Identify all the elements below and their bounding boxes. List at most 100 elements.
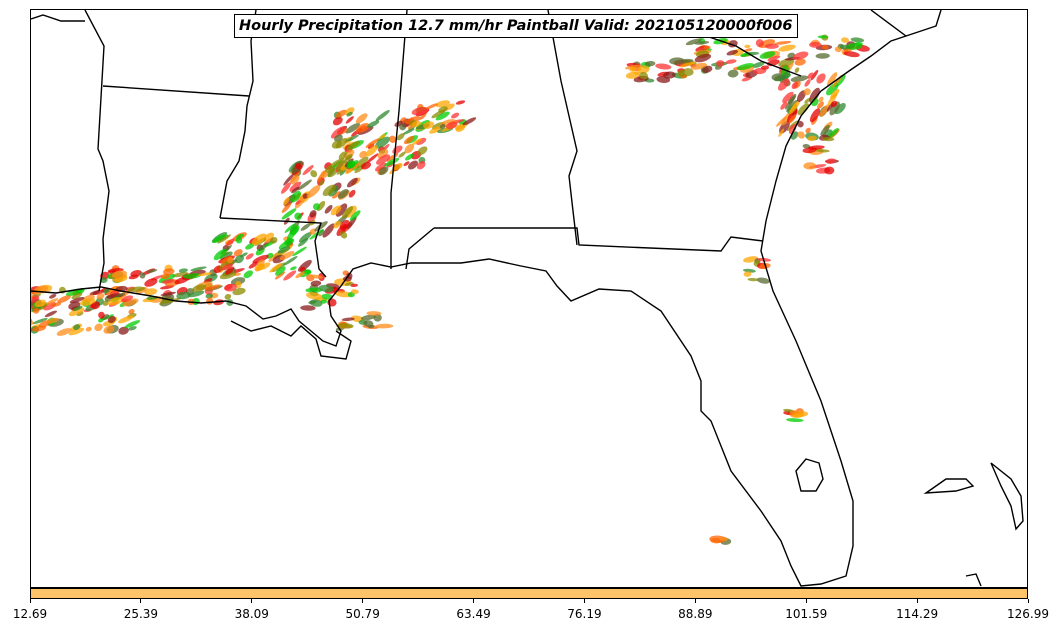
precip-blob <box>816 73 826 84</box>
precip-blob <box>56 328 72 336</box>
precip-blob <box>268 250 282 262</box>
precip-blob <box>318 284 335 293</box>
precip-blob <box>796 90 806 102</box>
precip-blob <box>335 109 347 118</box>
precip-blob <box>764 43 779 49</box>
precip-blob <box>639 72 648 80</box>
precip-blob <box>118 326 129 335</box>
precip-blob <box>69 296 85 304</box>
precip-blob <box>756 277 770 284</box>
precip-blob <box>277 246 291 254</box>
state-border-ms-river <box>219 10 257 219</box>
precip-blob <box>416 161 426 170</box>
precip-blob <box>330 205 342 216</box>
precip-blob <box>322 184 336 197</box>
precip-blob <box>309 274 323 279</box>
precip-blob <box>802 143 811 149</box>
colorbar-tick <box>805 599 807 603</box>
precip-blob <box>703 45 711 50</box>
colorbar-tick-label: 38.09 <box>234 607 269 621</box>
precip-blob <box>128 326 137 331</box>
precip-blob <box>122 298 139 307</box>
precip-blob <box>355 113 368 124</box>
precip-blob <box>784 95 796 110</box>
precip-blob <box>725 59 737 64</box>
precip-blob <box>794 58 806 66</box>
gulf-coastline <box>31 35 907 587</box>
precip-blob <box>743 256 759 263</box>
precip-blob <box>455 124 466 132</box>
precip-blob <box>98 317 104 323</box>
precip-blob <box>320 170 329 179</box>
precip-blob <box>818 96 824 103</box>
precip-blob <box>281 182 291 194</box>
precip-blob <box>281 202 292 213</box>
precip-blob <box>318 229 325 237</box>
precip-blob <box>644 60 656 67</box>
precip-blob <box>774 40 792 45</box>
precip-blob <box>345 116 354 124</box>
colorbar-tick-label: 25.39 <box>123 607 159 621</box>
precip-blob <box>107 270 116 274</box>
precip-blob <box>834 46 842 53</box>
precip-blob <box>408 160 418 170</box>
precip-blob <box>292 246 307 257</box>
precip-blob <box>405 153 415 161</box>
precip-blob <box>778 44 796 52</box>
precip-blob <box>341 317 355 322</box>
precip-blob <box>96 293 105 300</box>
precip-blob <box>146 269 158 273</box>
precip-blob <box>462 117 477 126</box>
precip-blob <box>694 53 712 63</box>
precip-blob <box>98 311 105 319</box>
precip-blob <box>144 288 158 296</box>
precip-blob <box>841 37 849 43</box>
precip-blob <box>213 248 227 261</box>
precip-blob <box>786 418 804 423</box>
precip-blob <box>726 49 739 56</box>
precip-blob <box>788 124 797 134</box>
colorbar-tick <box>29 599 31 603</box>
precip-blob <box>269 262 283 273</box>
precip-blob <box>243 270 254 279</box>
precip-blob <box>124 320 141 329</box>
precip-blob <box>776 116 787 127</box>
precip-blob <box>438 106 448 113</box>
precip-blob <box>399 123 407 131</box>
precip-blob <box>780 101 788 110</box>
precip-blob <box>389 135 397 143</box>
precip-blob <box>283 270 297 281</box>
precip-blob <box>306 185 321 198</box>
precip-blob <box>398 151 406 158</box>
precip-blob <box>298 231 313 243</box>
precip-blob <box>115 292 126 298</box>
precip-blob <box>425 103 439 110</box>
precip-blob <box>803 162 817 170</box>
precip-blob <box>743 271 752 277</box>
precipitation-blobs <box>31 34 870 545</box>
colorbar-tick-label: 63.49 <box>456 607 491 621</box>
precip-blob <box>121 295 133 303</box>
precip-blob <box>747 277 759 282</box>
precip-blob <box>386 153 399 162</box>
precip-blob <box>212 234 229 243</box>
colorbar-tick-label: 101.59 <box>785 607 828 621</box>
precip-blob <box>629 66 637 72</box>
precip-blob <box>290 190 302 203</box>
lake-okeechobee <box>795 458 824 492</box>
precip-blob <box>455 100 466 105</box>
precip-blob <box>446 121 458 130</box>
colorbar-tick <box>1027 599 1029 603</box>
precip-blob <box>283 255 298 266</box>
precip-blob <box>396 133 405 141</box>
precip-blob <box>822 136 835 142</box>
precip-blob <box>160 291 176 296</box>
precip-blob <box>309 210 317 218</box>
precip-blob <box>805 127 811 134</box>
precip-blob <box>251 233 267 246</box>
precip-blob <box>217 234 231 244</box>
precip-blob <box>359 150 367 159</box>
state-border-ar-la <box>102 85 250 97</box>
precip-blob <box>111 270 128 279</box>
precip-blob <box>727 69 739 78</box>
